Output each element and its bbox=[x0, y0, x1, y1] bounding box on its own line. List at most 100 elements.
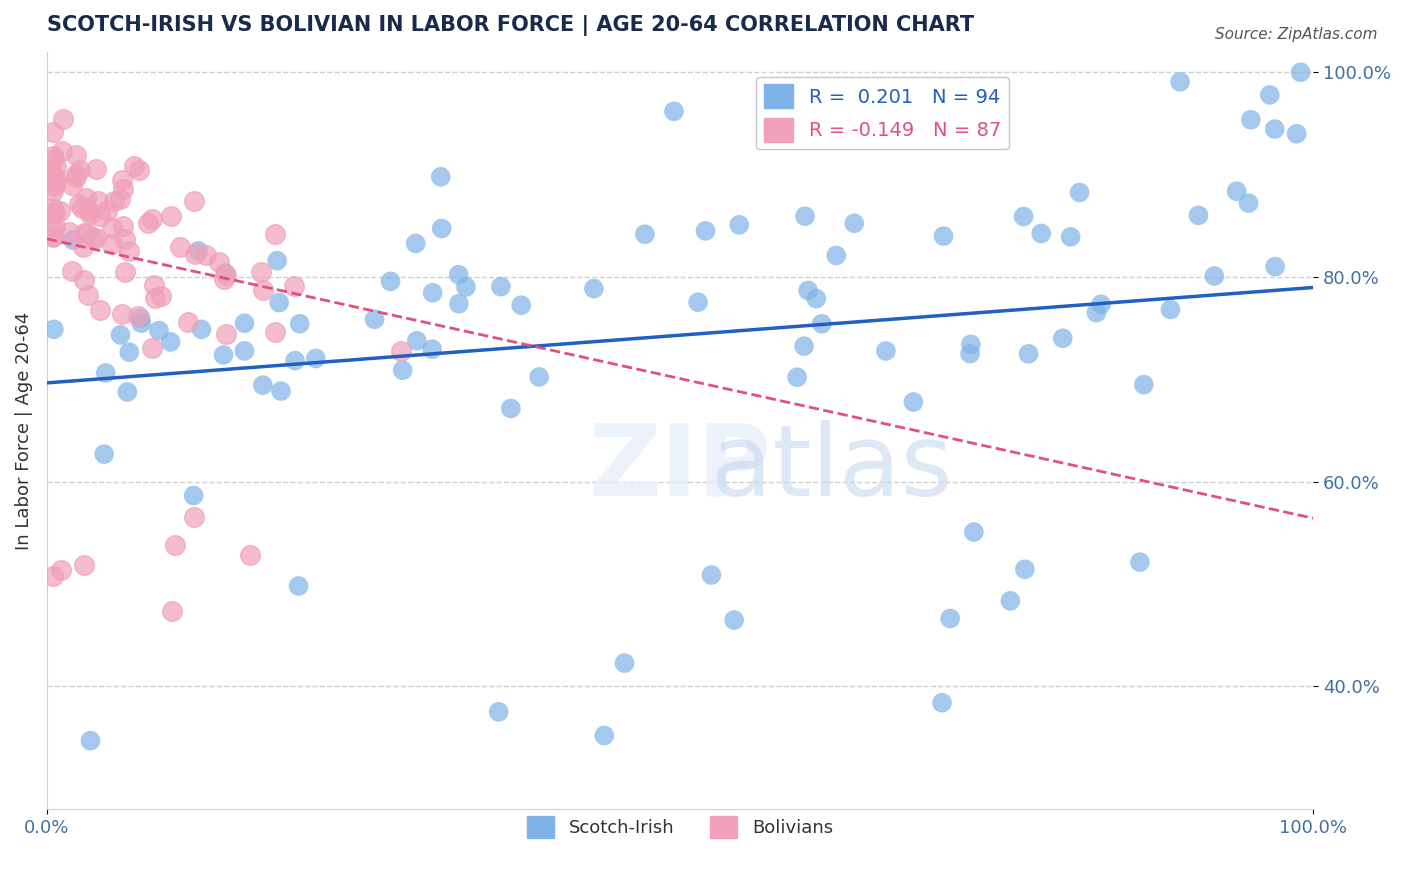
Scotch-Irish bbox=[42, 322, 65, 336]
Scotch-Irish bbox=[875, 343, 897, 358]
Scotch-Irish bbox=[148, 324, 170, 338]
Scotch-Irish bbox=[1159, 302, 1181, 317]
Scotch-Irish bbox=[1000, 594, 1022, 608]
Bolivians bbox=[42, 149, 65, 163]
Scotch-Irish bbox=[117, 384, 139, 399]
Scotch-Irish bbox=[1237, 196, 1260, 211]
Bolivians bbox=[76, 226, 98, 240]
Bolivians bbox=[184, 247, 207, 261]
Scotch-Irish bbox=[1289, 65, 1312, 79]
Scotch-Irish bbox=[931, 696, 953, 710]
Bolivians bbox=[44, 169, 66, 183]
Bolivians bbox=[51, 563, 73, 577]
Bolivians bbox=[73, 272, 96, 286]
Scotch-Irish bbox=[489, 279, 512, 293]
Bolivians bbox=[42, 201, 65, 215]
Scotch-Irish bbox=[1014, 562, 1036, 576]
Bolivians bbox=[112, 182, 135, 196]
Bolivians bbox=[101, 221, 124, 235]
Bolivians bbox=[51, 144, 73, 158]
Scotch-Irish bbox=[1240, 112, 1263, 127]
Scotch-Irish bbox=[662, 104, 685, 119]
Scotch-Irish bbox=[939, 611, 962, 625]
Bolivians bbox=[252, 283, 274, 297]
Bolivians bbox=[195, 248, 218, 262]
Scotch-Irish bbox=[118, 345, 141, 359]
Scotch-Irish bbox=[794, 209, 817, 223]
Bolivians bbox=[215, 268, 238, 283]
Scotch-Irish bbox=[688, 295, 710, 310]
Bolivians bbox=[96, 203, 118, 218]
Scotch-Irish bbox=[786, 370, 808, 384]
Bolivians bbox=[183, 509, 205, 524]
Bolivians bbox=[111, 307, 134, 321]
Scotch-Irish bbox=[429, 169, 451, 184]
Bolivians bbox=[250, 265, 273, 279]
Scotch-Irish bbox=[94, 366, 117, 380]
Scotch-Irish bbox=[287, 579, 309, 593]
Bolivians bbox=[110, 173, 132, 187]
Bolivians bbox=[42, 229, 65, 244]
Bolivians bbox=[215, 326, 238, 341]
Scotch-Irish bbox=[1226, 184, 1249, 198]
Bolivians bbox=[128, 163, 150, 178]
Bolivians bbox=[42, 184, 65, 198]
Scotch-Irish bbox=[499, 401, 522, 416]
Scotch-Irish bbox=[1031, 227, 1053, 241]
Scotch-Irish bbox=[1258, 87, 1281, 102]
Y-axis label: In Labor Force | Age 20-64: In Labor Force | Age 20-64 bbox=[15, 311, 32, 549]
Bolivians bbox=[207, 255, 229, 269]
Bolivians bbox=[60, 178, 83, 193]
Bolivians bbox=[114, 264, 136, 278]
Scotch-Irish bbox=[728, 218, 751, 232]
Scotch-Irish bbox=[79, 733, 101, 747]
Bolivians bbox=[389, 344, 412, 359]
Scotch-Irish bbox=[1168, 75, 1191, 89]
Scotch-Irish bbox=[1052, 331, 1074, 345]
Scotch-Irish bbox=[266, 253, 288, 268]
Scotch-Irish bbox=[129, 311, 152, 326]
Bolivians bbox=[169, 240, 191, 254]
Scotch-Irish bbox=[129, 316, 152, 330]
Scotch-Irish bbox=[527, 370, 550, 384]
Bolivians bbox=[84, 162, 107, 177]
Scotch-Irish bbox=[1204, 268, 1226, 283]
Bolivians bbox=[45, 175, 67, 189]
Bolivians bbox=[177, 315, 200, 329]
Scotch-Irish bbox=[93, 447, 115, 461]
Legend: Scotch-Irish, Bolivians: Scotch-Irish, Bolivians bbox=[520, 809, 841, 846]
Scotch-Irish bbox=[582, 282, 605, 296]
Bolivians bbox=[79, 204, 101, 219]
Bolivians bbox=[73, 558, 96, 573]
Scotch-Irish bbox=[430, 221, 453, 235]
Scotch-Irish bbox=[593, 729, 616, 743]
Scotch-Irish bbox=[510, 298, 533, 312]
Scotch-Irish bbox=[405, 334, 427, 348]
Scotch-Irish bbox=[797, 284, 820, 298]
Bolivians bbox=[183, 194, 205, 208]
Bolivians bbox=[103, 194, 125, 208]
Bolivians bbox=[111, 219, 134, 233]
Bolivians bbox=[87, 194, 110, 208]
Bolivians bbox=[42, 568, 65, 582]
Bolivians bbox=[72, 240, 94, 254]
Bolivians bbox=[77, 288, 100, 302]
Scotch-Irish bbox=[488, 705, 510, 719]
Scotch-Irish bbox=[183, 489, 205, 503]
Text: ZIP: ZIP bbox=[589, 420, 772, 516]
Bolivians bbox=[100, 236, 122, 251]
Scotch-Irish bbox=[380, 274, 402, 288]
Scotch-Irish bbox=[233, 343, 256, 358]
Bolivians bbox=[142, 278, 165, 293]
Scotch-Irish bbox=[454, 280, 477, 294]
Scotch-Irish bbox=[1285, 127, 1308, 141]
Scotch-Irish bbox=[1018, 347, 1040, 361]
Scotch-Irish bbox=[447, 268, 470, 282]
Bolivians bbox=[42, 169, 65, 183]
Bolivians bbox=[141, 212, 163, 227]
Bolivians bbox=[44, 153, 66, 167]
Scotch-Irish bbox=[187, 244, 209, 258]
Bolivians bbox=[143, 291, 166, 305]
Bolivians bbox=[44, 206, 66, 220]
Bolivians bbox=[44, 219, 66, 234]
